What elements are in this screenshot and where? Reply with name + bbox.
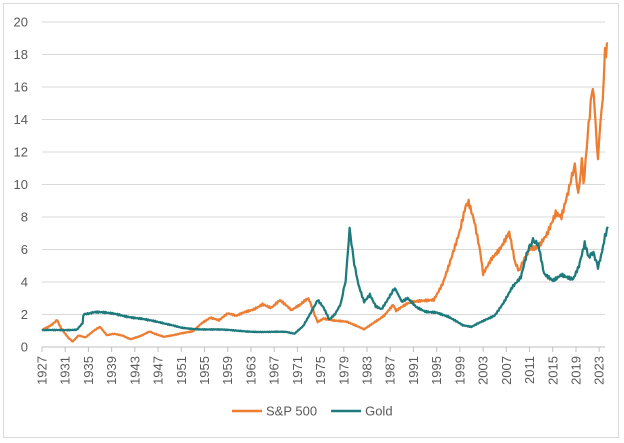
x-tick-label: 1987 [383,356,398,385]
x-tick-label: 1975 [313,356,328,385]
x-tick-label: 1979 [336,356,351,385]
legend: S&P 500 Gold [232,404,393,419]
x-tick-label: 1935 [81,356,96,385]
legend-label: S&P 500 [266,404,317,419]
y-tick-label: 18 [14,47,28,62]
x-tick-label: 1999 [452,356,467,385]
x-tick-label: 2003 [476,356,491,385]
y-tick-label: 0 [21,340,28,355]
x-tick-label: 1951 [174,356,189,385]
x-tick-label: 1959 [220,356,235,385]
y-tick-label: 8 [21,210,28,225]
x-tick-label: 1943 [127,356,142,385]
x-tick-label: 1983 [360,356,375,385]
series-line-s-p-500 [41,42,609,343]
gridlines [42,21,605,315]
x-tick-label: 1991 [406,356,421,385]
y-tick-label: 6 [21,242,28,257]
x-tick-label: 2015 [545,356,560,385]
y-tick-label: 4 [21,275,28,290]
legend-label: Gold [365,404,392,419]
y-tick-label: 2 [21,307,28,322]
y-tick-label: 14 [14,112,28,127]
x-tick-label: 2007 [499,356,514,385]
x-tick-label: 1927 [35,356,50,385]
x-tick-label: 2019 [568,356,583,385]
x-tick-label: 1939 [104,356,119,385]
series-lines [41,42,609,343]
x-tick-label: 1947 [151,356,166,385]
y-tick-label: 16 [14,80,28,95]
y-tick-label: 10 [14,177,28,192]
x-tick-label: 2023 [592,356,607,385]
x-tick-label: 2011 [522,356,537,384]
chart-area [3,3,619,438]
x-tick-label: 1971 [290,356,305,385]
x-tick-label: 1955 [197,356,212,385]
x-tick-label: 1931 [58,356,73,385]
series-line-gold [41,226,609,335]
x-tick-label: 1963 [243,356,258,385]
y-tick-label: 20 [14,15,28,30]
y-tick-label: 12 [14,145,28,160]
x-tick-label: 1967 [267,356,282,385]
x-tick-label: 1995 [429,356,444,385]
x-axis: 1927 1931 1935 1939 1943 1947 1951 1955 1959 1963… [35,346,607,385]
y-axis-ticks: 0 2 4 6 8 10 12 14 16 18 20 [14,15,28,355]
